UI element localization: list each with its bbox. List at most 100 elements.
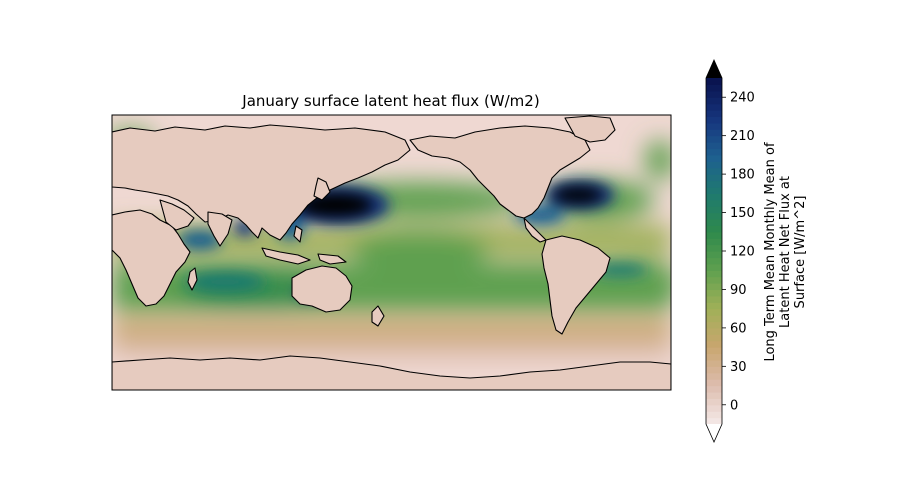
colorbar-tick-label: 240 xyxy=(730,91,755,106)
colorbar-tick-label: 210 xyxy=(730,129,755,144)
indonesia-coastline xyxy=(261,247,311,265)
arabian-sea-maximum xyxy=(178,230,222,250)
map-title: January surface latent heat flux (W/m2) xyxy=(241,92,539,110)
colorbar-step xyxy=(706,142,722,150)
colorbar-step xyxy=(706,347,722,355)
south-indian-ocean-max xyxy=(185,272,265,292)
colorbar-step xyxy=(706,116,722,124)
colorbar-extend-max xyxy=(706,60,722,78)
colorbar-tick-label: 60 xyxy=(730,321,747,336)
colorbar-step xyxy=(706,391,722,399)
colorbar-step xyxy=(706,276,722,284)
colorbar-ticks: 0 30 60 90 120 150 180 210 240 xyxy=(722,91,755,413)
colorbar-step xyxy=(706,212,722,220)
japan-coastline xyxy=(313,177,331,201)
colorbar-outline xyxy=(705,59,723,443)
central-america xyxy=(523,217,547,243)
colorbar-step xyxy=(706,148,722,156)
colorbar-label-line-3: Surface [W/m^2] xyxy=(793,196,808,309)
colorbar-step xyxy=(706,225,722,233)
colorbar-step xyxy=(706,257,722,265)
arabia-coastline xyxy=(159,199,195,231)
colorbar-step xyxy=(706,353,722,361)
greenland-coastline xyxy=(564,115,616,143)
colorbar-step xyxy=(706,186,722,194)
colorbar-step xyxy=(706,372,722,380)
colorbar-step xyxy=(706,244,722,252)
colorbar-step xyxy=(706,359,722,367)
colorbar-step xyxy=(706,289,722,297)
colorbar-tick-label: 180 xyxy=(730,168,755,183)
colorbar-step xyxy=(706,327,722,335)
colorbar-steps xyxy=(706,78,722,425)
colorbar-tick-label: 90 xyxy=(730,283,747,298)
colorbar-step xyxy=(706,283,722,291)
map-frame xyxy=(111,114,672,391)
colorbar-step xyxy=(706,270,722,278)
colorbar-step xyxy=(706,161,722,169)
colorbar-step xyxy=(706,321,722,329)
colorbar-step xyxy=(706,340,722,348)
colorbar-tick-label: 0 xyxy=(730,398,738,413)
colorbar-step xyxy=(706,411,722,419)
colorbar-step xyxy=(706,193,722,201)
colorbar-step xyxy=(706,206,722,214)
colorbar-step xyxy=(706,122,722,130)
colorbar-step xyxy=(706,174,722,182)
colorbar-step xyxy=(706,251,722,259)
colorbar-extend-min xyxy=(706,424,722,442)
colorbar-step xyxy=(706,404,722,412)
colorbar-step xyxy=(706,302,722,310)
colorbar-step xyxy=(706,315,722,323)
colorbar-step xyxy=(706,129,722,137)
colorbar-step xyxy=(706,295,722,303)
colorbar-step xyxy=(706,103,722,111)
colorbar-tick-label: 30 xyxy=(730,360,747,375)
colorbar-step xyxy=(706,167,722,175)
colorbar-step xyxy=(706,84,722,92)
antarctica-coastline xyxy=(112,355,671,390)
colorbar-step xyxy=(706,334,722,342)
colorbar-step xyxy=(706,218,722,226)
east-atlantic-green xyxy=(645,140,671,180)
colorbar-step xyxy=(706,231,722,239)
antarctic-fringe xyxy=(112,345,671,359)
africa-coastline xyxy=(112,209,191,307)
south-america-coastline xyxy=(541,235,611,335)
southern-ocean-band xyxy=(112,320,671,342)
india-coastline xyxy=(207,211,233,247)
colorbar-step xyxy=(706,238,722,246)
colorbar: 0 30 60 90 120 150 180 210 240 Long Term Mean Mo… xyxy=(705,59,808,443)
colorbar-label-line-1: Long Term Mean Monthly Mean of xyxy=(763,142,778,361)
colorbar-tick-label: 150 xyxy=(730,206,755,221)
colorbar-step xyxy=(706,154,722,162)
colorbar-tick-label: 120 xyxy=(730,245,755,260)
colorbar-step xyxy=(706,110,722,118)
north-america-coastline xyxy=(409,125,591,219)
map-panel xyxy=(112,115,671,390)
colorbar-step xyxy=(706,417,722,425)
colorbar-step xyxy=(706,90,722,98)
colorbar-step xyxy=(706,308,722,316)
eurasia-coastline xyxy=(112,124,411,241)
colorbar-label-line-2: Latent Heat Net Flux at xyxy=(778,176,793,328)
colorbar-step xyxy=(706,180,722,188)
colorbar-step xyxy=(706,97,722,105)
new-guinea xyxy=(317,253,347,265)
madagascar xyxy=(187,267,198,291)
colorbar-step xyxy=(706,366,722,374)
colorbar-step xyxy=(706,398,722,406)
australia-coastline xyxy=(291,265,353,313)
new-zealand xyxy=(371,305,385,327)
land xyxy=(112,115,671,390)
gulf-stream-maximum xyxy=(553,187,603,203)
colorbar-step xyxy=(706,78,722,86)
colorbar-label: Long Term Mean Monthly Mean of Latent He… xyxy=(763,142,808,361)
colorbar-step xyxy=(706,379,722,387)
colorbar-step xyxy=(706,199,722,207)
colorbar-step xyxy=(706,263,722,271)
south-pacific-west xyxy=(350,232,490,268)
philippines xyxy=(293,225,303,243)
colorbar-step xyxy=(706,135,722,143)
